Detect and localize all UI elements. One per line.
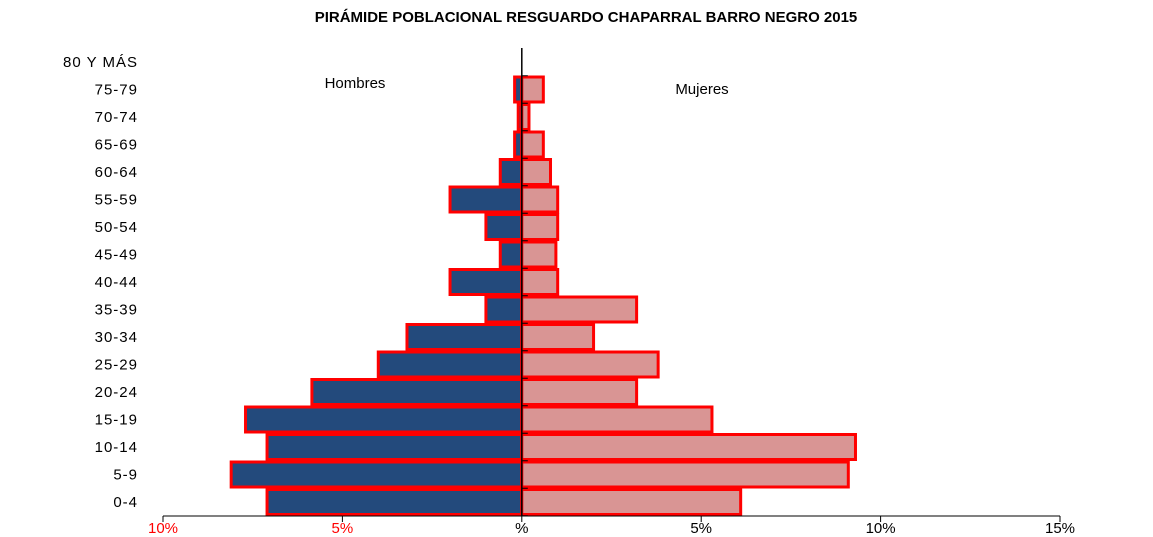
bar xyxy=(520,103,531,131)
bar xyxy=(520,130,545,159)
y-tick-label: 75-79 xyxy=(95,81,138,98)
bar xyxy=(520,460,850,489)
bar xyxy=(520,240,558,269)
x-tick-label: % xyxy=(515,520,528,537)
bar xyxy=(448,185,524,214)
bar xyxy=(520,75,545,104)
x-tick-label: 15% xyxy=(1045,520,1075,537)
x-tick-label: 10% xyxy=(866,520,896,537)
y-tick-label: 10-14 xyxy=(95,439,138,456)
bar xyxy=(265,488,524,516)
bar xyxy=(520,323,596,351)
bar xyxy=(520,378,639,406)
bar xyxy=(520,295,639,324)
bar xyxy=(520,185,560,214)
bar xyxy=(310,378,524,406)
y-tick-label: 55-59 xyxy=(95,191,138,208)
legend-label: Hombres xyxy=(325,75,386,92)
y-tick-label: 25-29 xyxy=(95,356,138,373)
bar xyxy=(520,488,743,516)
y-tick-label: 45-49 xyxy=(95,246,138,263)
bar xyxy=(405,323,524,351)
x-tick-label: 10% xyxy=(148,520,178,537)
bar xyxy=(520,268,560,296)
y-tick-label: 80 Y MÁS xyxy=(63,54,138,71)
y-tick-label: 50-54 xyxy=(95,219,138,236)
bar xyxy=(520,405,714,434)
bar xyxy=(448,268,524,296)
y-tick-label: 35-39 xyxy=(95,301,138,318)
y-tick-label: 70-74 xyxy=(95,109,138,126)
bar xyxy=(376,350,524,379)
legend-label: Mujeres xyxy=(675,81,728,98)
chart-title: PIRÁMIDE POBLACIONAL RESGUARDO CHAPARRAL… xyxy=(315,9,858,26)
y-tick-label: 30-34 xyxy=(95,329,138,346)
bar xyxy=(498,240,524,269)
y-tick-label: 0-4 xyxy=(113,494,138,511)
bar xyxy=(520,350,660,379)
bar xyxy=(265,433,524,461)
bar xyxy=(484,213,524,241)
y-tick-label: 20-24 xyxy=(95,384,138,401)
y-tick-label: 60-64 xyxy=(95,164,138,181)
bar xyxy=(520,213,560,241)
bar xyxy=(520,433,857,461)
bar xyxy=(498,158,524,186)
bar xyxy=(520,158,553,186)
bar xyxy=(244,405,524,434)
y-tick-label: 15-19 xyxy=(95,411,138,428)
bar xyxy=(484,295,524,324)
y-tick-label: 40-44 xyxy=(95,274,138,291)
bar xyxy=(229,460,524,489)
x-tick-label: 5% xyxy=(332,520,354,537)
y-tick-label: 5-9 xyxy=(113,466,138,483)
y-tick-label: 65-69 xyxy=(95,136,138,153)
x-tick-label: 5% xyxy=(690,520,712,537)
